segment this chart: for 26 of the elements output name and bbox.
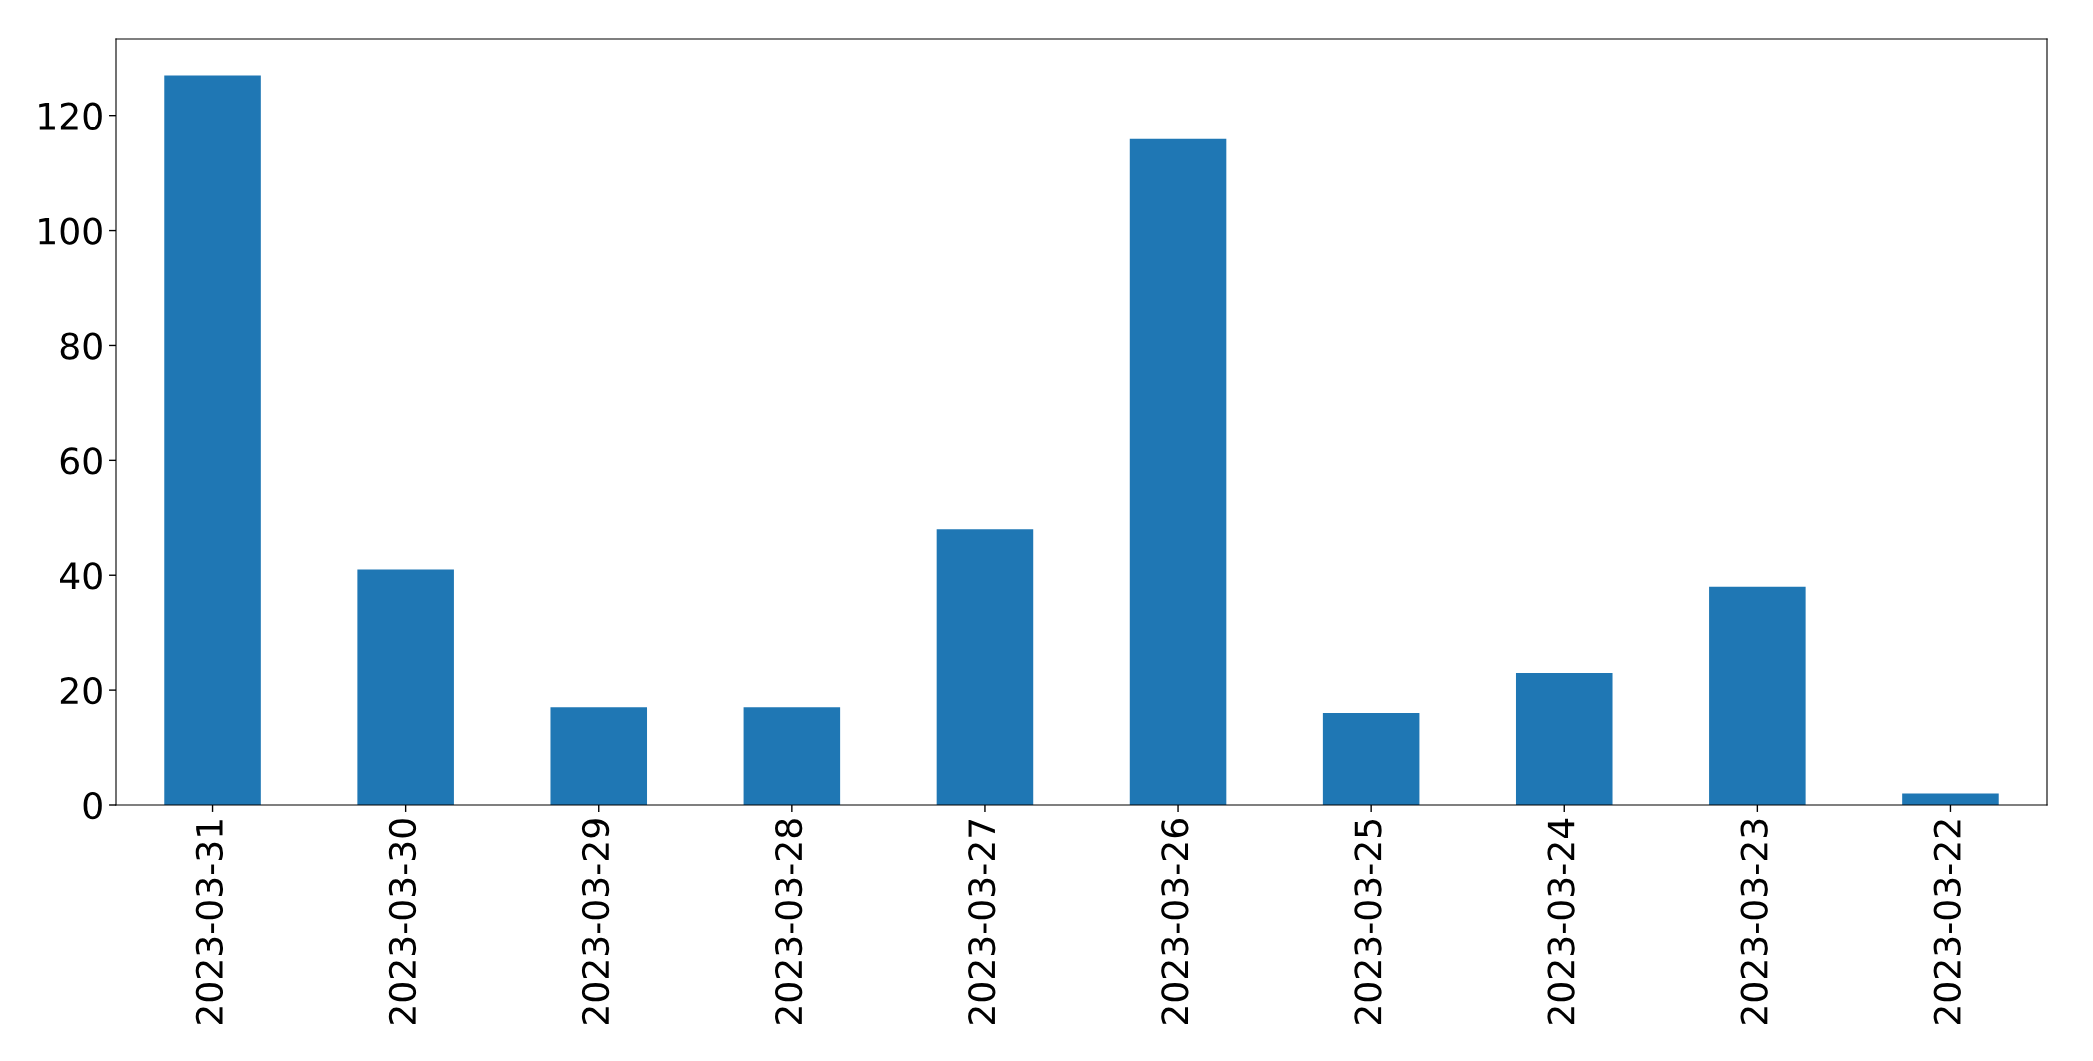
x-tick-label: 2023-03-28 xyxy=(775,819,803,1025)
y-tick-label: 20 xyxy=(60,677,102,705)
bar xyxy=(1322,713,1420,805)
bar xyxy=(357,569,454,805)
bar xyxy=(743,707,841,805)
x-tick-label: 2023-03-22 xyxy=(1933,820,1961,1025)
y-tick-label: 80 xyxy=(60,332,102,360)
x-tick-label: 2023-03-29 xyxy=(581,819,610,1025)
x-tick-label: 2023-03-25 xyxy=(1354,819,1382,1025)
x-tick-label: 2023-03-26 xyxy=(1161,819,1189,1025)
x-tick-label: 2023-03-31 xyxy=(195,820,224,1025)
y-tick-label: 0 xyxy=(83,791,102,820)
y-tick-label: 120 xyxy=(39,102,102,130)
bar xyxy=(1129,138,1227,805)
x-tick-label: 2023-03-27 xyxy=(968,819,996,1025)
bar xyxy=(550,707,648,805)
bar xyxy=(164,75,261,805)
y-tick-label: 100 xyxy=(39,217,102,245)
x-tick-label: 2023-03-23 xyxy=(1740,819,1768,1025)
y-tick-label: 60 xyxy=(60,447,102,475)
bar xyxy=(1515,672,1613,805)
x-tick-label: 2023-03-30 xyxy=(388,819,417,1025)
bar xyxy=(936,529,1034,805)
bar xyxy=(1709,586,1806,805)
y-tick-label: 40 xyxy=(60,562,102,590)
x-tick-label: 2023-03-24 xyxy=(1547,818,1575,1025)
